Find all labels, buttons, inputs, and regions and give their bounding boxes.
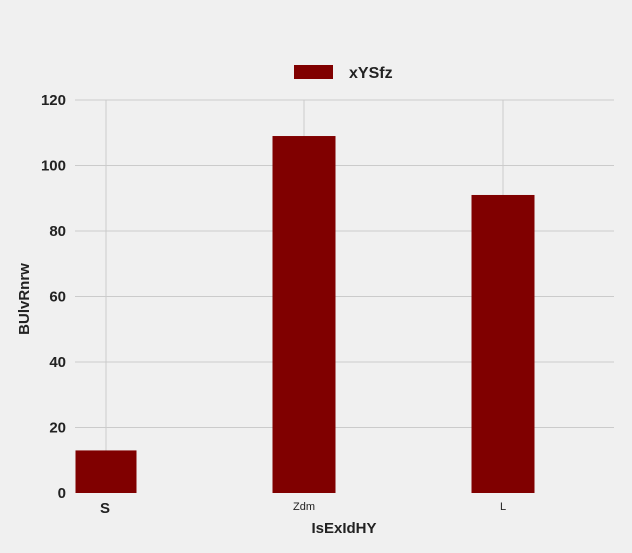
x-tick-label: L — [500, 501, 506, 513]
x-tick-label: Zdm — [293, 501, 315, 513]
bar-l — [471, 194, 535, 493]
y-tick-label: 0 — [58, 485, 66, 502]
x-axis-title: IsExIdHY — [311, 520, 376, 537]
bar-zdm — [272, 136, 336, 493]
y-axis-title: BUlvRnrw — [16, 263, 33, 335]
y-tick-label: 20 — [49, 420, 66, 437]
legend-swatch — [294, 65, 333, 79]
bars — [75, 136, 535, 493]
y-tick-label: 120 — [41, 92, 66, 109]
bar-s — [75, 450, 137, 493]
y-tick-label: 80 — [49, 223, 66, 240]
y-tick-labels: 0 20 40 60 80 100 120 — [41, 92, 66, 502]
x-tick-labels: S Zdm L — [100, 500, 506, 517]
y-tick-label: 100 — [41, 158, 66, 175]
legend-label: xYSfz — [349, 65, 393, 82]
y-tick-label: 60 — [49, 289, 66, 306]
legend: xYSfz — [294, 65, 393, 82]
y-tick-label: 40 — [49, 354, 66, 371]
x-tick-label: S — [100, 500, 110, 517]
